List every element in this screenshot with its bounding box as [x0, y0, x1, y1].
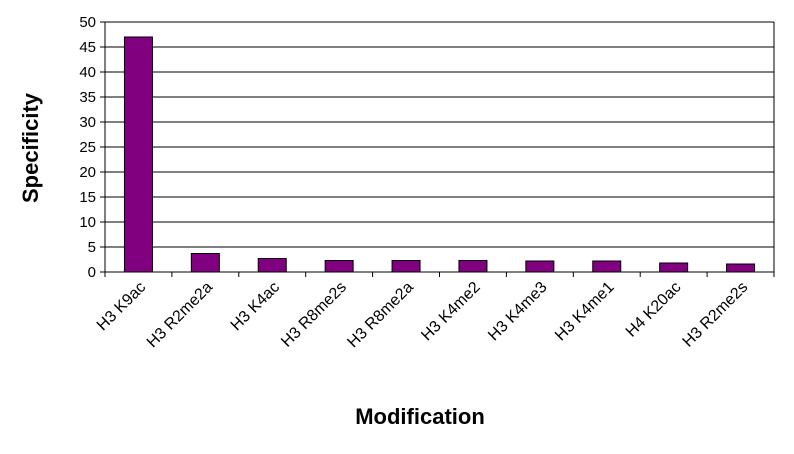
- y-tick-label: 0: [88, 264, 96, 281]
- x-tick-label: H3 R8me2a: [344, 279, 416, 351]
- bars: [123, 36, 756, 273]
- x-tick-label: H3 R2me2s: [680, 279, 752, 351]
- bar-h3-k9ac: [123, 36, 153, 273]
- axes: [100, 21, 775, 277]
- bar-h3-r2me2a: [190, 253, 220, 273]
- bar-h4-k20ac: [659, 262, 689, 273]
- x-tick-label: H3 K4me1: [552, 279, 618, 345]
- y-tick-label: 20: [79, 164, 96, 181]
- x-tick-label: H3 R8me2s: [278, 279, 350, 351]
- x-tick-label: H3 K4me2: [418, 279, 484, 345]
- y-tick-label: 15: [79, 189, 96, 206]
- y-tick-label: 10: [79, 214, 96, 231]
- x-axis-title: Modification: [355, 404, 485, 429]
- y-tick-label: 40: [79, 64, 96, 81]
- y-tick-label: 50: [79, 14, 96, 31]
- y-axis-title: Specificity: [18, 92, 43, 203]
- x-tick-label: H3 K9ac: [94, 279, 149, 334]
- y-tick-label: 25: [79, 139, 96, 156]
- bar-h3-r2me2s: [726, 263, 756, 273]
- y-tick-label: 30: [79, 114, 96, 131]
- y-tick-label: 45: [79, 39, 96, 56]
- y-tick-label: 5: [88, 239, 96, 256]
- gridlines: [105, 21, 774, 248]
- bar-h3-k4me3: [525, 260, 555, 273]
- x-tick-label: H3 R2me2a: [144, 279, 216, 351]
- bar-h3-r8me2s: [324, 260, 354, 273]
- bar-h3-k4me2: [458, 260, 488, 273]
- bar-h3-k4ac: [257, 258, 287, 273]
- x-tick-label: H4 K20ac: [623, 279, 685, 341]
- x-tick-label: H3 K4me3: [485, 279, 551, 345]
- x-tick-label: H3 K4ac: [228, 279, 283, 334]
- bar-h3-r8me2a: [391, 260, 421, 273]
- bar-h3-k4me1: [592, 260, 622, 273]
- y-tick-label: 35: [79, 89, 96, 106]
